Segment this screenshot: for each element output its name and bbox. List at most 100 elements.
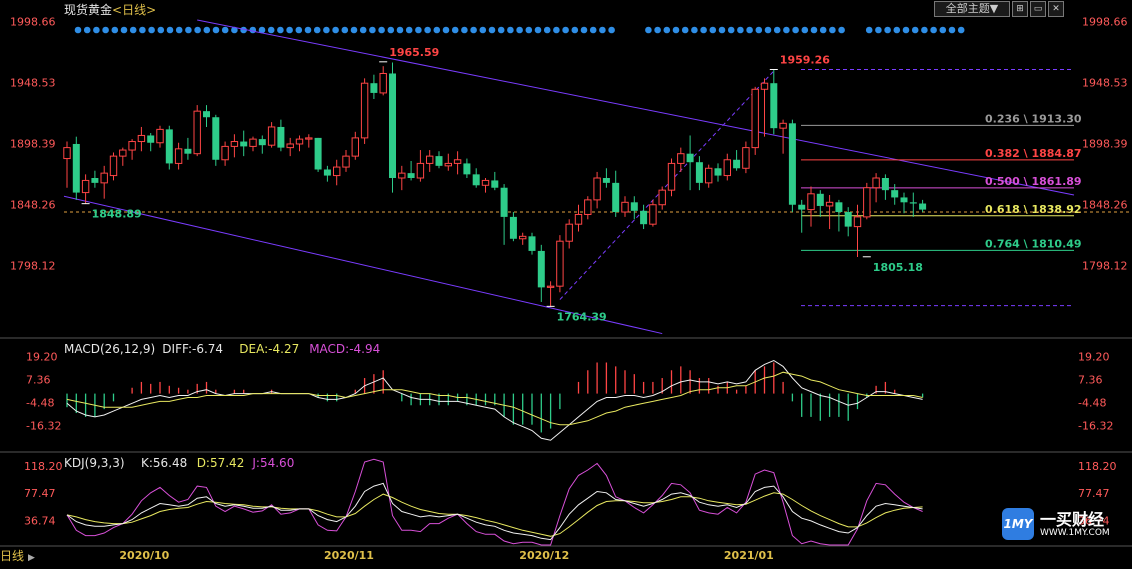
event-dot [350,26,358,34]
y-tick-right: 1848.26 [1082,198,1128,211]
event-dot [654,26,661,34]
candle-body-down [370,83,378,93]
event-dot [681,26,689,34]
fib-label: 0.764 \ 1810.49 [985,237,1082,250]
fib-label: 0.618 \ 1838.92 [985,203,1082,216]
event-dot [405,26,413,34]
event-dot [921,26,928,34]
candle-body-up [742,147,750,169]
theme-button[interactable]: 全部主题▼ [934,1,1010,17]
event-dot [865,26,873,34]
candle-body-up [351,137,360,157]
event-dot [166,26,174,34]
candle-body-up [267,126,276,146]
candle-body-up [481,179,490,186]
candle-body-down [612,182,620,213]
macd-y-tick-right: -16.32 [1078,419,1113,432]
candle-body-down [798,204,806,210]
candle-body-down [844,212,852,227]
kdj-y-tick-right: 77.47 [1078,487,1110,500]
extreme-label: 1764.39 [557,310,607,323]
candle-body-down [212,117,220,160]
candle-body-up [705,167,713,184]
event-dot [93,26,100,34]
event-dot [543,26,551,34]
event-dot [801,26,809,34]
candle-body-up [667,162,676,191]
kdj-j-line [66,458,923,546]
x-tick-label: 2020/11 [324,549,374,562]
extreme-label: 1965.59 [389,46,439,59]
candle-body-up [546,285,555,288]
candle-body-down [695,162,703,183]
kdj-y-tick-right: 36.74 [1078,514,1110,527]
event-dot [129,26,137,34]
logo-en-text: WWW.1MY.COM [1040,528,1110,538]
logo-mark: 1MY [1002,508,1034,540]
price-panel: 0.236 \ 1913.30 0.382 \ 1884.87 0.500 \ 18… [63,19,1132,335]
kdj-y-tick-left: 36.74 [24,514,56,527]
event-dot [74,26,82,34]
event-dot [875,26,882,34]
candle-body-down [630,202,638,211]
candle-body-up [751,88,759,149]
event-dot [608,26,615,34]
period-selector[interactable]: <日线> [112,3,157,17]
candle-body-down [472,174,480,186]
event-dot [212,26,220,34]
y-tick-left: 1898.39 [10,137,56,150]
candle-body-down [602,178,610,183]
event-dot [442,26,450,34]
candle-body-up [295,138,304,145]
event-dot [902,26,910,34]
candle-body-down [537,250,545,288]
event-dot [810,26,818,34]
macd-legend-item: MACD:-4.94 [309,342,380,356]
macd-legend-item: MACD(26,12,9) [64,342,155,356]
event-dot [332,26,339,34]
grid-layout-button[interactable]: ⊞ [1012,1,1028,17]
candle-body-up [174,148,183,164]
swing-dashed-line [559,70,775,300]
event-dot [553,26,560,34]
y-tick-right: 1998.66 [1082,16,1128,29]
candle-body-down [835,202,843,213]
event-dot [764,26,772,34]
event-dot [479,26,487,34]
event-dot [727,26,735,34]
candle-body-up [230,141,239,147]
candle-body-up [593,177,601,201]
kdj-legend-item: J:54.60 [251,456,294,470]
event-dot [589,26,597,34]
close-button[interactable]: ✕ [1048,1,1064,17]
event-dot [783,26,790,34]
event-dot [83,26,91,34]
candle-body-down [500,187,508,217]
event-dot [838,26,845,34]
candle-body-up [574,213,583,225]
logo-cn-text: 一买财经 [1040,510,1105,529]
event-dot [304,26,312,34]
candle-body-down [184,148,192,154]
event-dot [497,26,505,34]
candle-body-up [109,155,118,177]
candle-body-down [277,126,285,148]
event-dot [829,26,836,34]
event-dot [185,26,192,34]
candle-body-up [453,159,462,164]
period-tab[interactable]: 日线 ▶ [0,548,50,565]
candle-body-down [891,190,899,198]
candle-body-up [807,193,815,211]
candle-body-up [137,134,146,143]
macd-y-tick-left: 7.36 [26,373,51,386]
candle-body-down [909,202,917,204]
kdj-k-line [66,482,923,541]
event-dot [111,26,119,34]
candle-body-up [556,240,564,287]
event-dot [231,26,238,34]
y-tick-left: 1998.66 [10,16,56,29]
event-dot [286,26,293,34]
candle-body-down [314,137,322,170]
restore-button[interactable]: ▭ [1030,1,1046,17]
